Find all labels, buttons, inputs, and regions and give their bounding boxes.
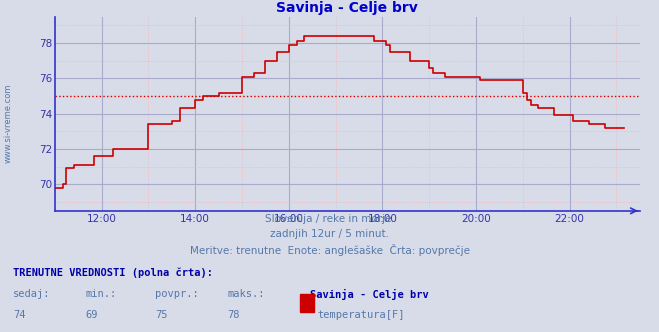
Text: Slovenija / reke in morje.: Slovenija / reke in morje. bbox=[264, 214, 395, 224]
Text: TRENUTNE VREDNOSTI (polna črta):: TRENUTNE VREDNOSTI (polna črta): bbox=[13, 267, 213, 278]
Text: Savinja - Celje brv: Savinja - Celje brv bbox=[310, 289, 428, 300]
Text: 74: 74 bbox=[13, 310, 26, 320]
Text: www.si-vreme.com: www.si-vreme.com bbox=[3, 83, 13, 163]
Text: Meritve: trenutne  Enote: anglešaške  Črta: povprečje: Meritve: trenutne Enote: anglešaške Črta… bbox=[190, 244, 469, 256]
Text: sedaj:: sedaj: bbox=[13, 289, 51, 299]
Title: Savinja - Celje brv: Savinja - Celje brv bbox=[276, 1, 418, 15]
Text: zadnjih 12ur / 5 minut.: zadnjih 12ur / 5 minut. bbox=[270, 229, 389, 239]
Text: temperatura[F]: temperatura[F] bbox=[318, 310, 405, 320]
Text: povpr.:: povpr.: bbox=[155, 289, 198, 299]
Text: maks.:: maks.: bbox=[227, 289, 265, 299]
Text: min.:: min.: bbox=[86, 289, 117, 299]
Text: 75: 75 bbox=[155, 310, 167, 320]
Text: 69: 69 bbox=[86, 310, 98, 320]
Text: 78: 78 bbox=[227, 310, 240, 320]
